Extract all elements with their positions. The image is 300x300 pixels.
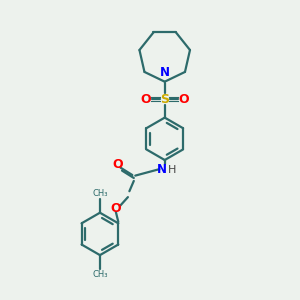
Text: O: O [178,93,189,106]
Text: O: O [110,202,121,215]
Text: S: S [160,93,169,106]
Text: O: O [112,158,123,171]
Text: CH₃: CH₃ [92,270,108,279]
Text: H: H [168,165,177,175]
Text: CH₃: CH₃ [92,189,108,198]
Text: N: N [158,163,167,176]
Text: N: N [160,66,170,79]
Text: O: O [141,93,151,106]
